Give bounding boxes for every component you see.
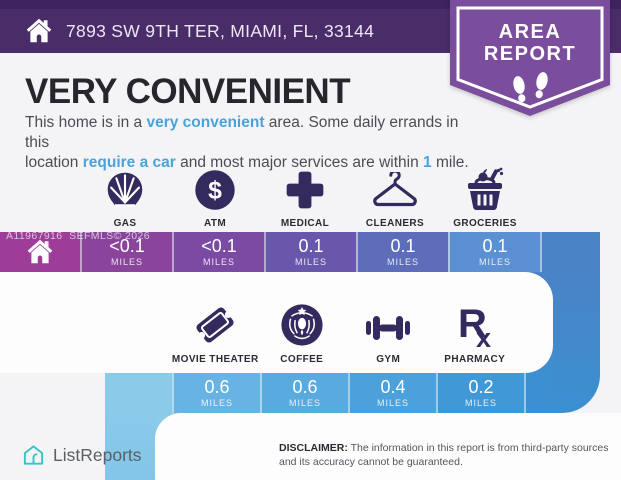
category-pharmacy: R x PHARMACY xyxy=(432,296,519,365)
distance-segment: 0.1 MILES xyxy=(356,232,448,272)
grocery-basket-icon xyxy=(461,160,509,212)
band-right-connector xyxy=(553,270,600,413)
distance-unit: MILES xyxy=(288,398,321,408)
distance-value: <0.1 xyxy=(109,236,145,256)
summary-part: area. Some daily errands in this xyxy=(25,114,459,151)
area-report-badge: AREA REPORT xyxy=(450,0,610,116)
category-label: MOVIE THEATER xyxy=(171,354,259,365)
distance-segment: <0.1 MILES xyxy=(80,232,172,272)
property-address: 7893 SW 9TH TER, MIAMI, FL, 33144 xyxy=(66,20,375,41)
distance-value: 0.1 xyxy=(482,236,508,256)
distance-unit: MILES xyxy=(202,257,235,267)
shell-gas-icon xyxy=(102,160,148,212)
hanger-icon xyxy=(371,160,419,212)
svg-text:$: $ xyxy=(208,178,222,205)
distance-unit: MILES xyxy=(386,257,419,267)
category-label: ATM xyxy=(203,218,227,229)
distance-band-1: <0.1 MILES <0.1 MILES 0.1 MILES 0.1 MILE… xyxy=(0,232,600,272)
summary-highlight-car: require a car xyxy=(82,154,176,171)
atm-dollar-icon: $ xyxy=(193,160,237,212)
distance-segment: <0.1 MILES xyxy=(172,232,264,272)
distance-value: <0.1 xyxy=(201,236,237,256)
coffee-siren-icon xyxy=(279,296,325,348)
distance-value: 0.2 xyxy=(468,377,494,397)
distance-unit: MILES xyxy=(200,398,233,408)
category-atm: $ ATM xyxy=(170,160,260,229)
distance-value: 0.6 xyxy=(292,377,318,397)
category-label: CLEANERS xyxy=(365,218,425,229)
category-label: GROCERIES xyxy=(453,218,517,229)
category-medical: MEDICAL xyxy=(260,160,350,229)
distance-value: 0.1 xyxy=(390,236,416,256)
category-label: GYM xyxy=(376,354,401,365)
footprints-icon xyxy=(513,72,548,103)
category-coffee: COFFEE xyxy=(259,296,346,365)
band-tail xyxy=(524,373,553,413)
distance-unit: MILES xyxy=(110,257,143,267)
listreports-brand: ListReports xyxy=(22,444,142,467)
category-label: MEDICAL xyxy=(280,218,330,229)
category-label: COFFEE xyxy=(280,354,324,365)
summary-highlight-mile: 1 xyxy=(423,154,432,171)
distance-band-2: 0.6 MILES 0.6 MILES 0.4 MILES 0.2 MILES xyxy=(105,373,553,413)
badge-shape xyxy=(450,0,610,116)
band-home-segment xyxy=(0,232,80,272)
distance-value: 0.1 xyxy=(298,236,324,256)
mls-watermark: A11967916 SEFMLS© 2026 xyxy=(6,230,150,242)
category-row-1: GAS $ ATM MEDICAL xyxy=(80,160,530,229)
disclaimer-label: DISCLAIMER: xyxy=(279,442,348,454)
brand-name: ListReports xyxy=(53,445,142,465)
medical-cross-icon xyxy=(283,160,327,212)
badge-border xyxy=(456,6,604,109)
distance-segment: 0.4 MILES xyxy=(348,373,436,413)
band-head xyxy=(105,373,172,413)
distance-segment: 0.1 MILES xyxy=(264,232,356,272)
distance-segment: 0.6 MILES xyxy=(172,373,260,413)
listreports-logo-icon xyxy=(23,445,44,465)
category-label: PHARMACY xyxy=(444,354,506,365)
home-icon xyxy=(26,18,52,43)
category-row-2: MOVIE THEATER xyxy=(172,296,518,365)
distance-segment: 0.2 MILES xyxy=(436,373,524,413)
summary-part: and most major services are within xyxy=(175,154,424,171)
distance-unit: MILES xyxy=(376,398,409,408)
summary-part: location xyxy=(25,154,83,171)
header-top-strip xyxy=(0,0,621,9)
distance-value: 0.6 xyxy=(204,377,230,397)
distance-unit: MILES xyxy=(464,398,497,408)
category-cleaners: CLEANERS xyxy=(350,160,440,229)
distance-unit: MILES xyxy=(478,257,511,267)
badge-line2: REPORT xyxy=(484,43,576,65)
category-groceries: GROCERIES xyxy=(440,160,530,229)
home-icon xyxy=(27,239,53,264)
band-left-connector xyxy=(105,400,155,480)
distance-unit: MILES xyxy=(294,257,327,267)
distance-segment: 0.1 MILES xyxy=(448,232,540,272)
category-gas: GAS xyxy=(80,160,170,229)
footer-card xyxy=(155,413,621,480)
dumbbell-icon xyxy=(364,296,412,348)
row2-card xyxy=(0,272,553,373)
category-movie-theater: MOVIE THEATER xyxy=(172,296,259,365)
summary-part: This home is in a xyxy=(25,114,147,131)
band-tail xyxy=(540,232,600,272)
disclaimer: DISCLAIMER: The information in this repo… xyxy=(279,442,609,469)
svg-text:R: R xyxy=(458,302,487,346)
page-title: VERY CONVENIENT xyxy=(25,72,351,111)
category-label: GAS xyxy=(113,218,137,229)
summary-text: This home is in a very convenient area. … xyxy=(25,113,470,173)
badge-line1: AREA xyxy=(499,21,562,43)
movie-ticket-icon xyxy=(190,296,240,348)
category-gym: GYM xyxy=(345,296,432,365)
distance-segment: 0.6 MILES xyxy=(260,373,348,413)
svg-text:x: x xyxy=(476,323,491,348)
rx-icon: R x xyxy=(454,296,496,348)
distance-value: 0.4 xyxy=(380,377,406,397)
disclaimer-text: The information in this report is from t… xyxy=(279,442,609,468)
summary-part: mile. xyxy=(431,154,469,171)
summary-highlight-convenient: very convenient xyxy=(146,114,265,131)
